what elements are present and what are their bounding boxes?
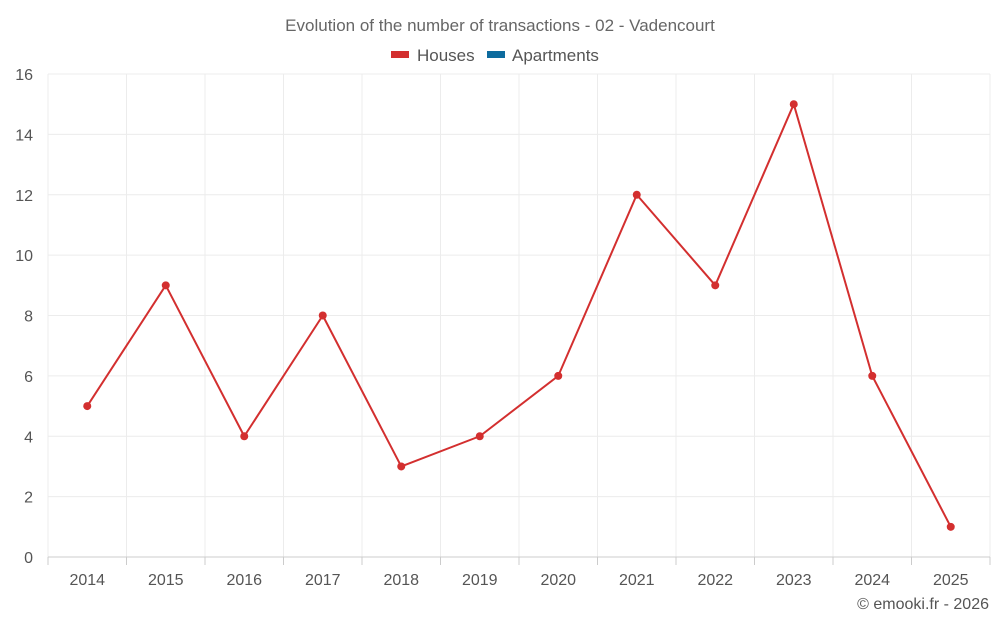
x-tick-label: 2023 bbox=[776, 572, 812, 589]
axes: 0 2 4 6 8 10 12 14 16 2014 2015 2016 2017 2018 2019 202… bbox=[15, 67, 991, 589]
data-point-houses[interactable] bbox=[318, 311, 327, 320]
grid bbox=[47, 73, 991, 557]
credit-text: © emooki.fr - 2026 bbox=[857, 596, 989, 613]
data-point-houses[interactable] bbox=[397, 462, 406, 471]
data-point-houses[interactable] bbox=[711, 281, 720, 290]
data-point-houses[interactable] bbox=[868, 371, 877, 380]
legend-label-houses: Houses bbox=[417, 46, 475, 65]
y-tick-label: 8 bbox=[24, 309, 33, 326]
series-line-houses bbox=[86, 103, 952, 528]
y-tick-label: 10 bbox=[15, 248, 33, 265]
series bbox=[83, 100, 955, 531]
x-tick-label: 2015 bbox=[148, 572, 184, 589]
x-tick-label: 2018 bbox=[383, 572, 419, 589]
data-point-houses[interactable] bbox=[161, 281, 170, 290]
data-point-houses[interactable] bbox=[789, 100, 798, 109]
legend-item-apartments[interactable]: Apartments bbox=[487, 46, 599, 65]
y-tick-label: 0 bbox=[24, 550, 33, 567]
x-tick-label: 2016 bbox=[226, 572, 262, 589]
y-tick-label: 4 bbox=[24, 429, 33, 446]
x-tick-label: 2017 bbox=[305, 572, 341, 589]
y-tick-label: 16 bbox=[15, 67, 33, 84]
x-tick-label: 2019 bbox=[462, 572, 498, 589]
y-tick-label: 6 bbox=[24, 369, 33, 386]
x-tick-label: 2024 bbox=[854, 572, 890, 589]
x-tick-label: 2021 bbox=[619, 572, 655, 589]
chart-title: Evolution of the number of transactions … bbox=[285, 16, 715, 35]
x-tick-label: 2014 bbox=[69, 572, 105, 589]
data-point-houses[interactable] bbox=[632, 190, 641, 199]
data-point-houses[interactable] bbox=[475, 432, 484, 441]
x-tick-label: 2020 bbox=[540, 572, 576, 589]
x-tick-label: 2022 bbox=[697, 572, 733, 589]
data-point-houses[interactable] bbox=[946, 522, 955, 531]
data-point-houses[interactable] bbox=[83, 402, 92, 411]
legend-item-houses[interactable]: Houses bbox=[391, 46, 475, 65]
y-tick-label: 12 bbox=[15, 188, 33, 205]
legend-label-apartments: Apartments bbox=[512, 46, 599, 65]
legend: Houses Apartments bbox=[391, 46, 599, 65]
data-point-houses[interactable] bbox=[240, 432, 249, 441]
legend-swatch-houses bbox=[391, 51, 409, 58]
x-tick-label: 2025 bbox=[933, 572, 969, 589]
data-point-houses[interactable] bbox=[554, 371, 563, 380]
legend-swatch-apartments bbox=[487, 51, 505, 58]
y-tick-label: 2 bbox=[24, 490, 33, 507]
y-tick-label: 14 bbox=[15, 127, 33, 144]
